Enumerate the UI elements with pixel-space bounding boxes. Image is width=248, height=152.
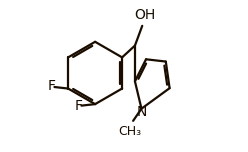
- Text: CH₃: CH₃: [119, 125, 142, 138]
- Text: N: N: [137, 105, 147, 119]
- Text: F: F: [74, 99, 82, 113]
- Text: OH: OH: [135, 8, 156, 22]
- Text: F: F: [47, 79, 55, 93]
